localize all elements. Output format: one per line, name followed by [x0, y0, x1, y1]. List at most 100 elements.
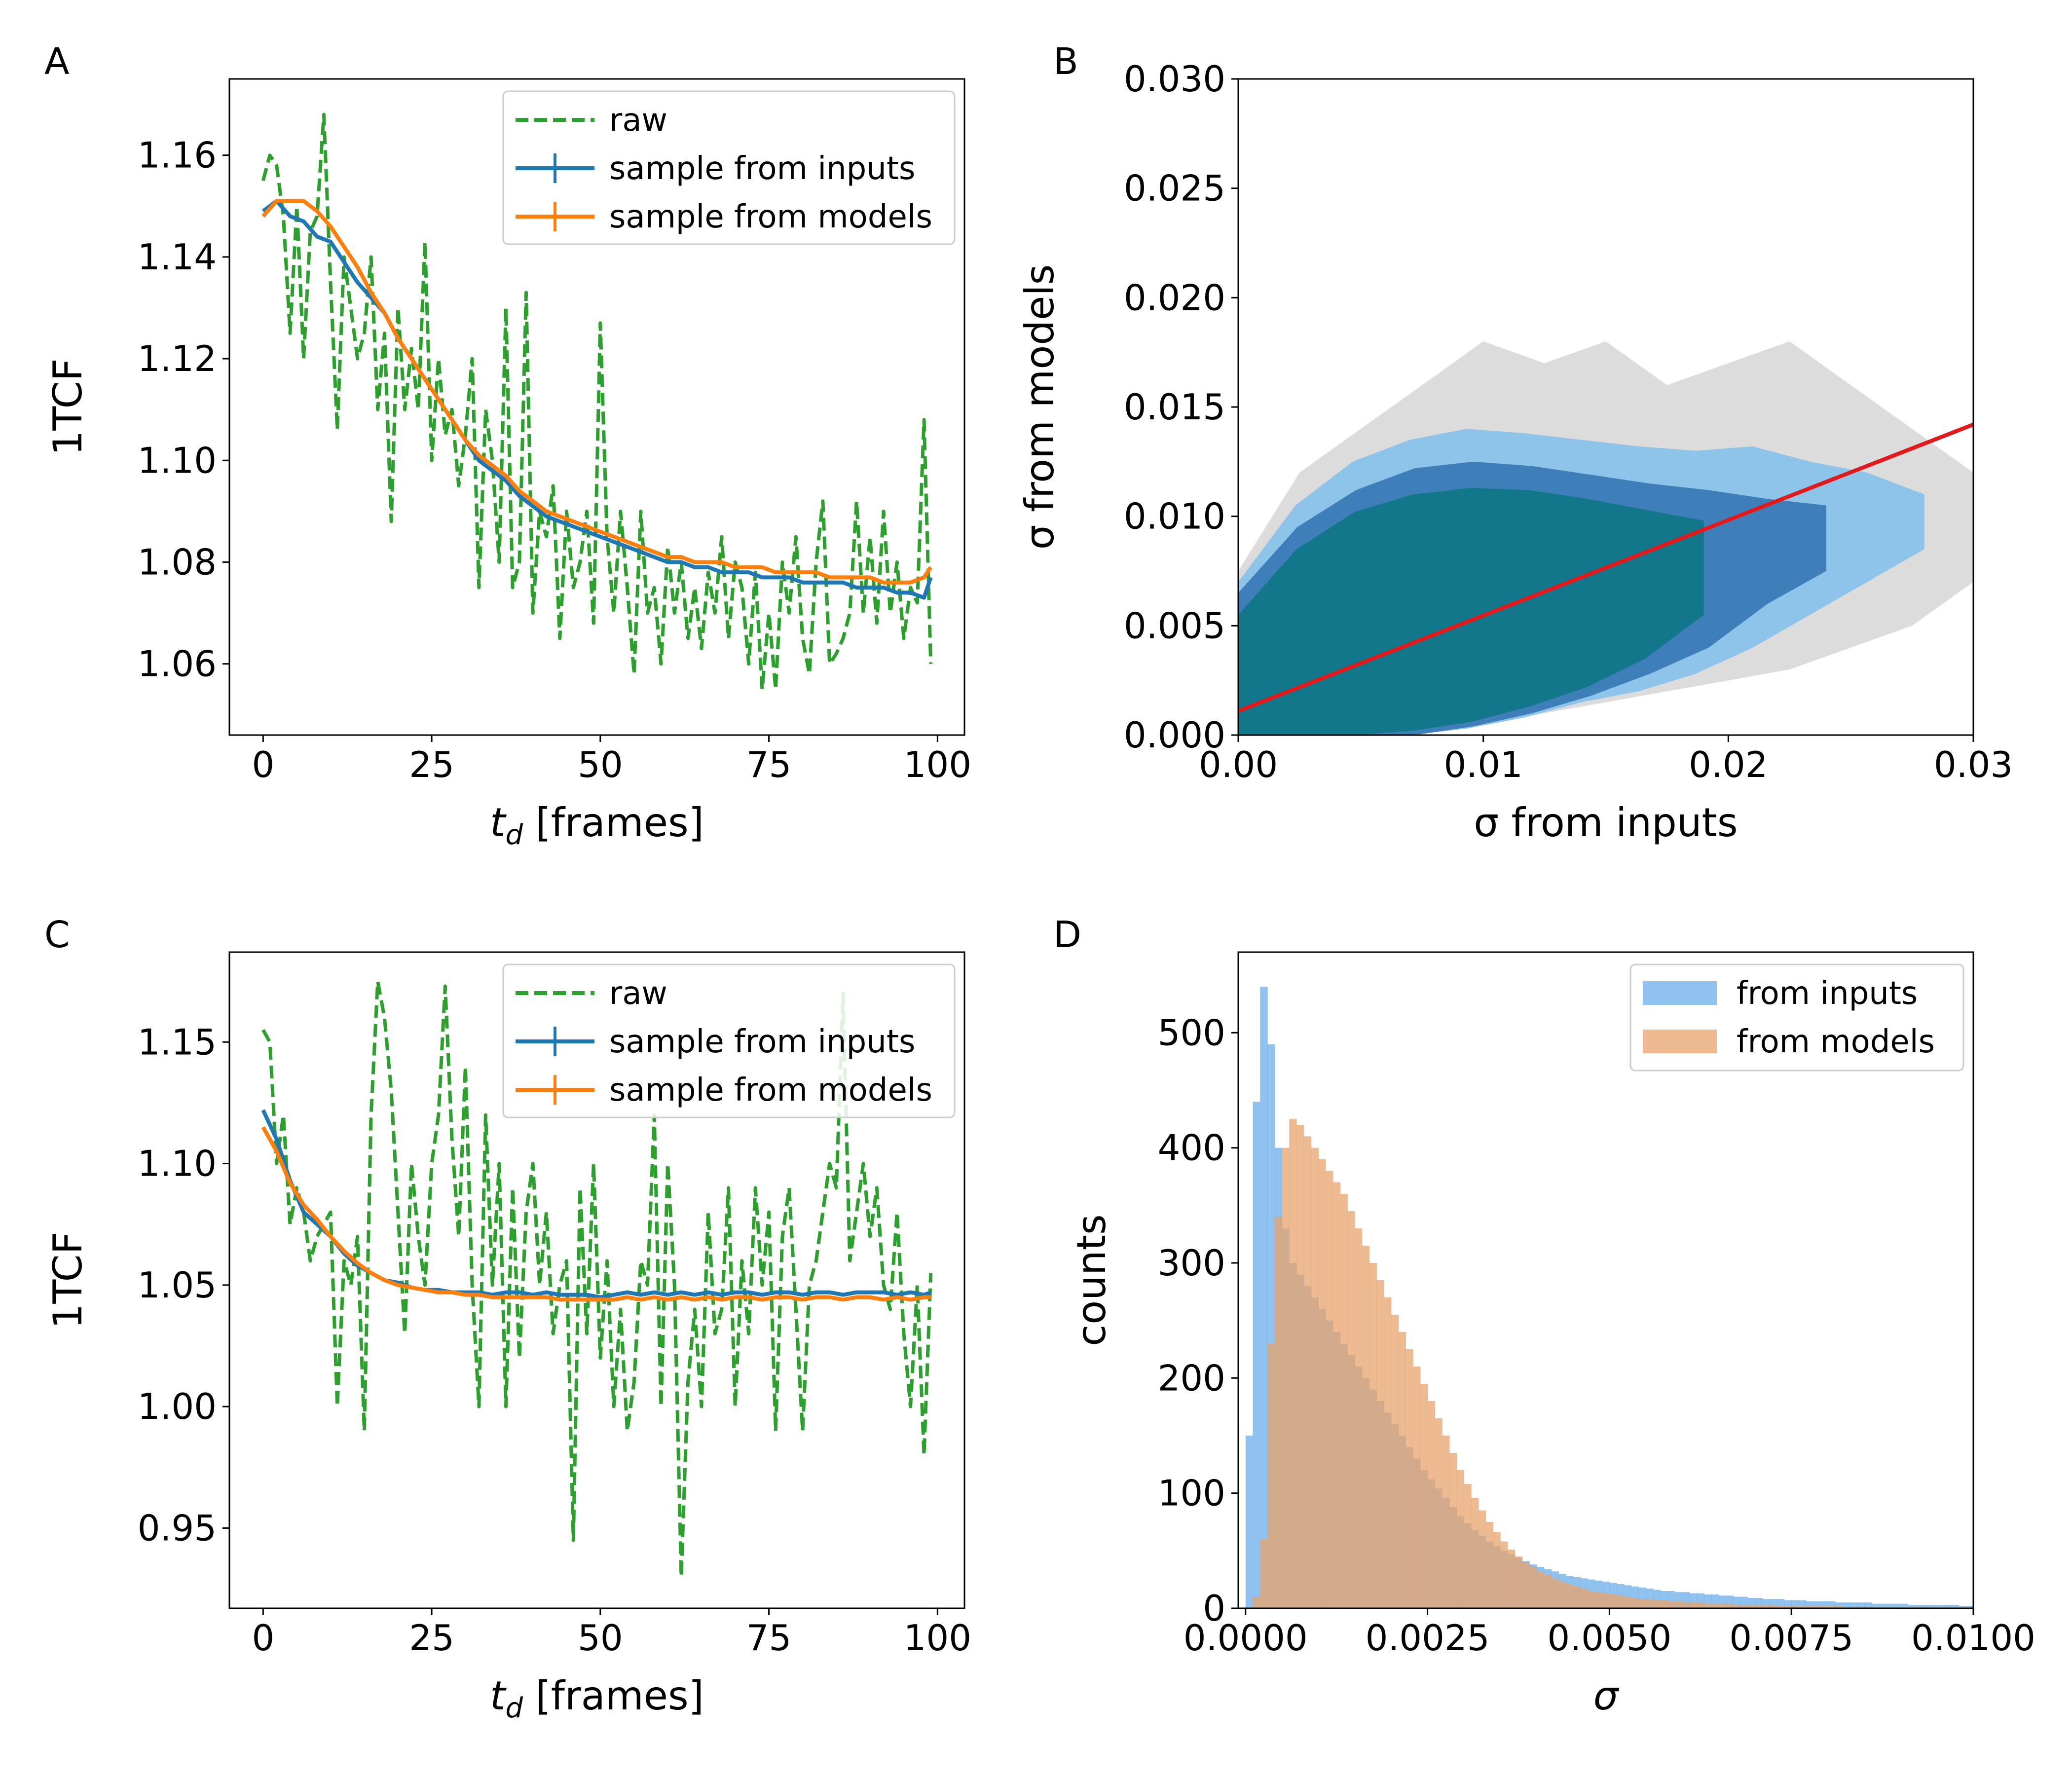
- panel-d-bar-1-18: [1376, 1280, 1384, 1608]
- panel-d-bar-1-44: [1565, 1584, 1574, 1608]
- panel-d-bar-1-48: [1594, 1592, 1603, 1608]
- panel-d-bar-0-90: [1900, 1603, 1908, 1608]
- panel-a-series-line-0: [261, 112, 933, 691]
- panel-d-bar-1-68: [1740, 1605, 1748, 1608]
- panel-d-bar-1-51: [1617, 1595, 1625, 1608]
- panel-d-bar-0-96: [1944, 1605, 1952, 1608]
- panel-d-bar-0-82: [1842, 1602, 1850, 1608]
- panel-d-bar-1-2: [1260, 1539, 1268, 1608]
- panel-d-bar-1-74: [1784, 1606, 1792, 1608]
- panel-b-y-tick-label: 0.000: [1124, 714, 1225, 756]
- panel-d-bar-0-86: [1871, 1603, 1879, 1608]
- panel-a-legend-label-2: sample from models: [609, 199, 932, 235]
- panel-a-line-chart: 0 25 50 75 100 1.06 1.08 1.10 1.12 1.14 1.16 td [fr…: [45, 78, 971, 851]
- panel-b-density-region-high: [1238, 488, 1704, 735]
- panel-d-bar-0-83: [1850, 1602, 1857, 1608]
- panel-label-b: B: [1053, 40, 1078, 83]
- panel-c-y-tick-label: 1.05: [138, 1264, 217, 1306]
- panel-d-bar-1-61: [1689, 1602, 1698, 1608]
- panel-d-bar-0-0: [1245, 1436, 1254, 1608]
- panel-d-legend-label-1: from models: [1737, 1024, 1935, 1060]
- panel-a-y-tick-label: 1.16: [138, 135, 217, 176]
- panel-d-x-tick-label: 0.0075: [1729, 1617, 1853, 1659]
- panel-d-bar-0-88: [1886, 1603, 1894, 1608]
- panel-d-bar-1-50: [1609, 1594, 1617, 1608]
- panel-d-bar-1-59: [1675, 1601, 1683, 1608]
- panel-a-y-tick-label: 1.12: [138, 338, 217, 379]
- panel-b-y-axis-label: σ from models: [1017, 264, 1063, 550]
- panel-d-bar-1-36: [1507, 1550, 1516, 1608]
- panel-a-y-tick-label: 1.06: [138, 643, 217, 685]
- panel-d-bar-0-94: [1929, 1605, 1937, 1608]
- panel-d-bar-0-91: [1908, 1605, 1916, 1608]
- panel-a-x-axis-label: td [frames]: [490, 800, 704, 851]
- panel-d-x-tick-label: 0.0000: [1184, 1617, 1308, 1659]
- panel-d-bar-1-71: [1762, 1605, 1770, 1608]
- panel-a-x-tick-label: 100: [904, 744, 971, 785]
- panel-d-bar-0-93: [1922, 1605, 1930, 1608]
- panel-a-x-tick-label: 75: [746, 744, 792, 785]
- panel-d-x-tick-label: 0.0025: [1366, 1617, 1490, 1659]
- panel-d-bar-1-67: [1733, 1605, 1741, 1608]
- panel-a-y-tick-label: 1.14: [138, 236, 217, 278]
- panel-c-y-axis-label: 1TCF: [45, 1232, 91, 1329]
- panel-d-bar-0-89: [1893, 1603, 1901, 1608]
- panel-d-y-tick-label: 0: [1203, 1588, 1225, 1629]
- panel-d-bar-1-72: [1769, 1605, 1777, 1608]
- panel-d-bar-1-73: [1776, 1606, 1785, 1608]
- panel-b-y-tick-label: 0.015: [1124, 386, 1225, 428]
- panel-d-bar-1-49: [1602, 1593, 1610, 1608]
- panel-c-x-tick-label: 50: [578, 1617, 623, 1659]
- panel-d-bar-1-7: [1296, 1125, 1304, 1608]
- panel-d-bar-0-1: [1253, 1102, 1260, 1608]
- panel-d-bar-1-17: [1369, 1263, 1377, 1608]
- legend-box: [502, 963, 956, 1118]
- panel-d-bar-1-14: [1347, 1211, 1355, 1608]
- panel-a-x-tick-label: 0: [252, 744, 274, 785]
- panel-d-bar-1-26: [1435, 1418, 1443, 1608]
- panel-d-legend-swatch-1: [1643, 1030, 1717, 1053]
- panel-d-bar-1-27: [1442, 1436, 1450, 1608]
- legend-box: [502, 90, 956, 245]
- panel-d-bar-1-55: [1646, 1599, 1654, 1608]
- panel-d-bar-1-13: [1340, 1194, 1348, 1608]
- panel-d-bar-0-98: [1959, 1606, 1966, 1608]
- panel-a-y-tick-label: 1.10: [138, 440, 217, 481]
- panel-d-bar-1-80: [1828, 1606, 1836, 1608]
- panel-b-y-tick-label: 0.025: [1124, 168, 1225, 209]
- panel-d-x-tick-label: 0.0100: [1911, 1617, 2035, 1659]
- panel-d-bar-0-84: [1857, 1602, 1865, 1608]
- panel-c-x-tick-label: 100: [904, 1617, 971, 1659]
- panel-d-bar-0-2: [1260, 987, 1268, 1608]
- panel-d-y-tick-label: 200: [1158, 1357, 1225, 1399]
- panel-b-x-tick-label: 0.03: [1934, 744, 2013, 785]
- panel-a-x-tick-label: 25: [409, 744, 454, 785]
- panel-d-bar-1-81: [1835, 1606, 1843, 1608]
- panel-d-bar-1-65: [1718, 1603, 1727, 1608]
- panel-d-histogram: 0.0000 0.0025 0.0050 0.0075 0.0100 0 100 200 300…: [1069, 951, 2035, 1719]
- panel-d-bar-0-85: [1864, 1602, 1872, 1608]
- panel-d-y-tick-label: 100: [1158, 1473, 1225, 1514]
- panel-d-bar-1-77: [1806, 1606, 1814, 1608]
- panel-d-bar-1-19: [1384, 1297, 1392, 1608]
- panel-d-bar-1-35: [1500, 1541, 1508, 1608]
- panel-d-bar-1-21: [1398, 1332, 1406, 1608]
- panel-d-bar-1-8: [1303, 1136, 1312, 1608]
- panel-label-d: D: [1053, 914, 1081, 956]
- panel-d-bar-1-24: [1420, 1384, 1428, 1608]
- panel-b-x-tick-label: 0.01: [1444, 744, 1523, 785]
- panel-d-axes-frame: [1237, 951, 1974, 1609]
- panel-d-bar-0-99: [1966, 1606, 1973, 1608]
- panel-a-legend-label-0: raw: [609, 102, 667, 139]
- panel-d-bar-1-33: [1485, 1522, 1493, 1608]
- panel-d-bar-1-58: [1667, 1601, 1675, 1608]
- panel-d-bar-0-92: [1915, 1605, 1923, 1608]
- panel-b-y-tick-label: 0.010: [1124, 496, 1225, 537]
- panel-b-density-heatmap: 0.00 0.01 0.02 0.03 0.000 0.005 0.010 0.015 0.02…: [1017, 58, 2013, 846]
- panel-d-bar-1-3: [1267, 1343, 1275, 1608]
- panel-c-series-line-2: [261, 1126, 931, 1302]
- panel-d-x-tick-label: 0.0050: [1547, 1617, 1671, 1659]
- panel-d-bar-1-64: [1711, 1603, 1719, 1608]
- panel-d-bar-1-60: [1682, 1602, 1690, 1608]
